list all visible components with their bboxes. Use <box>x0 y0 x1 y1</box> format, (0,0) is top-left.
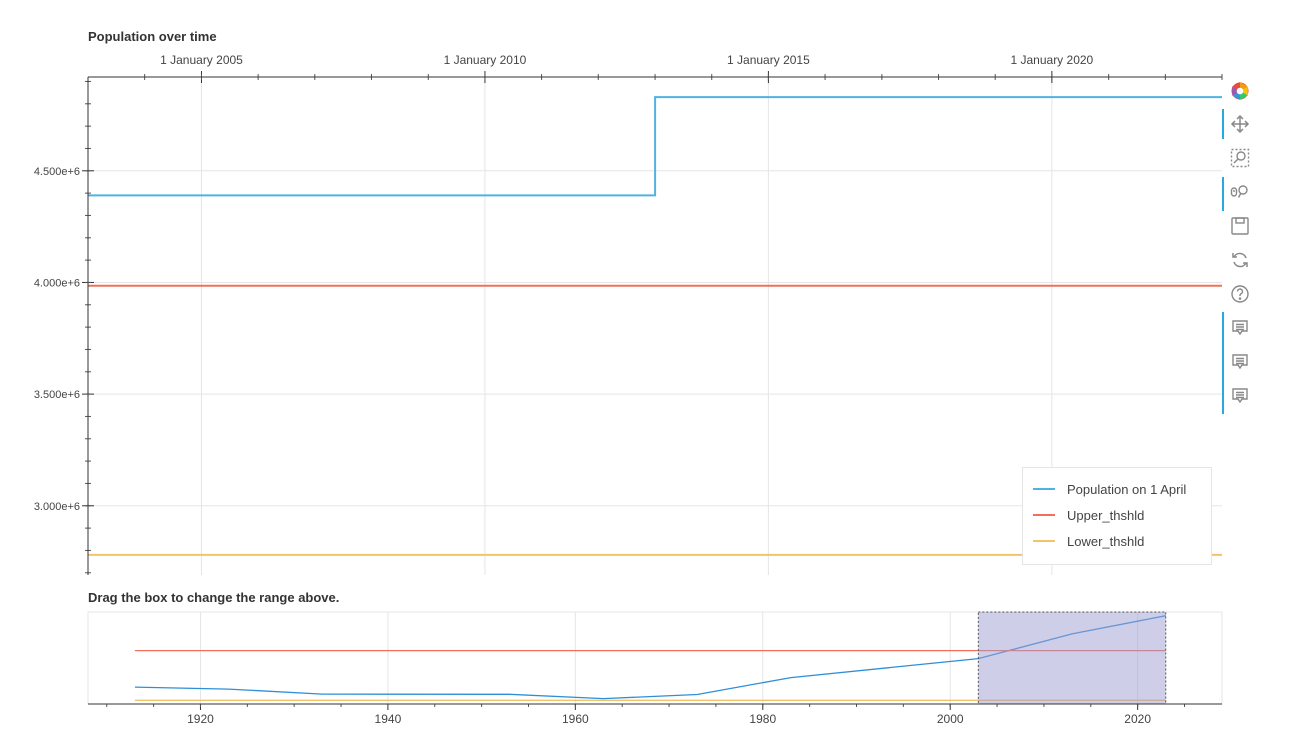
legend-item[interactable]: Upper_thshld <box>1033 502 1211 528</box>
help-icon[interactable] <box>1228 282 1252 306</box>
range-x-tick-label: 2020 <box>1124 712 1151 726</box>
legend-label: Population on 1 April <box>1067 481 1187 497</box>
main-y-tick-label: 3.500e+6 <box>34 389 80 401</box>
active-tool-indicator <box>1222 109 1224 139</box>
range-chart-title: Drag the box to change the range above. <box>88 590 339 605</box>
range-x-tick-label: 1920 <box>187 712 214 726</box>
chart-title: Population over time <box>88 29 217 44</box>
range-x-tick-label: 1960 <box>562 712 589 726</box>
main-y-tick-label: 4.500e+6 <box>34 166 80 178</box>
toolbar <box>1222 76 1258 416</box>
range-selection-box[interactable] <box>977 611 1167 705</box>
main-y-tick-label: 4.000e+6 <box>34 277 80 289</box>
hover-icon[interactable] <box>1228 316 1252 340</box>
active-tool-indicator <box>1222 312 1224 414</box>
bokeh-logo-icon <box>1228 79 1252 103</box>
main-axes: 1 January 2005 1 January 2010 1 January 20… <box>34 53 1223 575</box>
main-x-tick-label: 1 January 2010 <box>444 53 527 67</box>
reset-icon[interactable] <box>1228 248 1252 272</box>
active-tool-indicator <box>1222 177 1224 211</box>
range-x-tick-label: 1980 <box>749 712 776 726</box>
legend-swatch <box>1033 540 1055 542</box>
legend-item[interactable]: Population on 1 April <box>1033 476 1211 502</box>
pan-icon[interactable] <box>1228 112 1252 136</box>
legend-label: Lower_thshld <box>1067 533 1145 549</box>
legend[interactable]: Population on 1 April Upper_thshld Lower_t… <box>1022 467 1212 565</box>
range-x-tick-label: 1940 <box>375 712 402 726</box>
wheel-zoom-icon[interactable] <box>1228 180 1252 204</box>
save-icon[interactable] <box>1228 214 1252 238</box>
legend-item[interactable]: Lower_thshld <box>1033 528 1211 554</box>
legend-swatch <box>1033 514 1055 516</box>
range-x-tick-label: 2000 <box>937 712 964 726</box>
main-x-tick-label: 1 January 2005 <box>160 53 243 67</box>
hover-icon[interactable] <box>1228 350 1252 374</box>
legend-swatch <box>1033 488 1055 490</box>
main-x-tick-label: 1 January 2020 <box>1010 53 1093 67</box>
main-series-line-0 <box>88 96 1222 197</box>
legend-label: Upper_thshld <box>1067 507 1145 523</box>
box-zoom-icon[interactable] <box>1228 146 1252 170</box>
main-y-tick-label: 3.000e+6 <box>34 501 80 513</box>
main-x-tick-label: 1 January 2015 <box>727 53 810 67</box>
range-axes: 1920 1940 1960 1980 2000 2020 <box>88 703 1222 726</box>
hover-icon[interactable] <box>1228 384 1252 408</box>
